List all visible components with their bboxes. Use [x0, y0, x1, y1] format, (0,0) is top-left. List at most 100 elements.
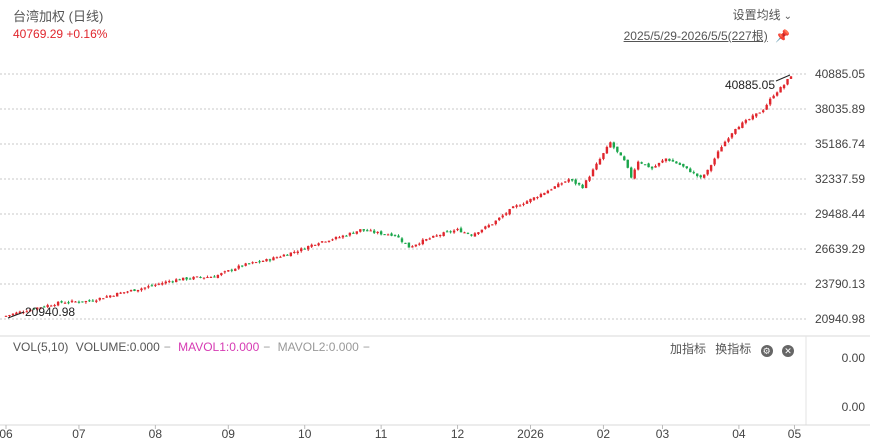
candle-body: [60, 301, 63, 303]
candle-body: [508, 209, 511, 215]
candle-body: [352, 232, 355, 234]
candle-body: [115, 292, 119, 297]
candle-body: [623, 156, 626, 161]
candle-body: [459, 228, 463, 233]
candle-body: [765, 104, 768, 110]
ma-settings-button[interactable]: 设置均线 ⌄: [733, 6, 792, 23]
candle-body: [584, 180, 588, 188]
candle-body: [449, 231, 452, 233]
candle-body: [411, 246, 414, 248]
candle-body: [303, 248, 306, 250]
close-icon[interactable]: ✕: [782, 345, 794, 357]
candle-body: [161, 283, 164, 285]
candle-body: [372, 230, 376, 233]
candle-body: [29, 309, 32, 312]
candle-body: [779, 87, 782, 93]
ma-settings-label: 设置均线: [732, 8, 781, 22]
x-tick-label: 08: [149, 427, 163, 438]
candle-body: [442, 232, 445, 237]
candle-body: [188, 278, 192, 280]
candle-body: [786, 79, 789, 85]
candle-body: [386, 234, 390, 236]
mavol1-value: MAVOL1:0.000: [178, 340, 260, 354]
candle-body: [633, 169, 636, 179]
switch-indicator-button[interactable]: 换指标: [715, 342, 752, 356]
candle-body: [564, 181, 567, 183]
candle-body: [18, 311, 22, 314]
candle-body: [591, 169, 595, 177]
candle-body: [668, 158, 671, 161]
candle-body: [678, 163, 682, 165]
candle-body: [341, 235, 345, 238]
candle-body: [95, 300, 98, 302]
candle-body: [595, 163, 598, 170]
candle-body: [689, 168, 692, 173]
candle-body: [324, 241, 327, 243]
candle-body: [421, 239, 425, 245]
candle-body: [636, 161, 640, 170]
candle-body: [504, 213, 508, 215]
candle-body: [682, 163, 685, 167]
min-annotation-arrow: [7, 311, 25, 319]
candle-body: [272, 257, 275, 261]
candle-body: [640, 162, 643, 164]
candle-body: [140, 288, 143, 291]
y-tick-label: 40885.05: [815, 67, 865, 81]
candle-body: [407, 242, 411, 248]
candle-body: [727, 138, 730, 142]
candle-body: [758, 112, 761, 114]
candle-body: [355, 231, 359, 234]
y-tick-label: 32337.59: [815, 172, 865, 186]
candle-body: [685, 166, 688, 169]
candle-body: [605, 146, 609, 154]
candle-body: [466, 232, 470, 234]
chevron-down-icon: ⌄: [783, 11, 792, 22]
pin-icon[interactable]: 📌: [775, 29, 790, 43]
candle-body: [744, 120, 748, 123]
candle-body: [317, 243, 320, 246]
candle-body: [696, 173, 699, 176]
candle-body: [268, 259, 272, 261]
candle-body: [223, 271, 227, 273]
candle-body: [119, 292, 122, 294]
candle-body: [213, 276, 216, 278]
candle-body: [369, 230, 372, 232]
candle-body: [77, 301, 81, 303]
candle-body: [661, 160, 664, 163]
candle-body: [570, 179, 574, 181]
candle-body: [432, 235, 435, 238]
candle-body: [209, 276, 213, 278]
candle-body: [32, 308, 35, 310]
candle-body: [234, 268, 237, 271]
candle-body: [129, 290, 133, 292]
candle-body: [327, 240, 331, 242]
volume-legend: VOL(5,10) VOLUME:0.000− MAVOL1:0.000− MA…: [13, 340, 370, 354]
candle-body: [220, 273, 223, 276]
date-range-link[interactable]: 2025/5/29-2026/5/5(227根): [623, 29, 768, 43]
candle-body: [529, 198, 532, 202]
candle-body: [306, 246, 310, 250]
candle-body: [237, 265, 240, 269]
candle-body: [699, 175, 702, 178]
candle-body: [675, 161, 678, 164]
candle-body: [643, 164, 647, 166]
candle-body: [56, 301, 60, 306]
settings-gear-icon[interactable]: ⚙: [760, 345, 773, 357]
candle-body: [258, 261, 261, 263]
candle-body: [550, 189, 553, 191]
candle-body: [206, 277, 209, 279]
candle-body: [334, 236, 338, 240]
candle-body: [251, 262, 254, 264]
candle-body: [532, 197, 536, 200]
candle-body: [25, 311, 29, 313]
candle-body: [491, 224, 494, 226]
candle-body: [279, 256, 282, 258]
candle-body: [67, 302, 70, 304]
candle-body: [543, 192, 546, 195]
candle-body: [282, 254, 286, 257]
candle-body: [265, 259, 268, 262]
candle-body: [345, 235, 348, 237]
add-indicator-button[interactable]: 加指标: [669, 342, 706, 356]
candle-body: [11, 313, 15, 316]
x-tick-label: 02: [597, 427, 611, 438]
